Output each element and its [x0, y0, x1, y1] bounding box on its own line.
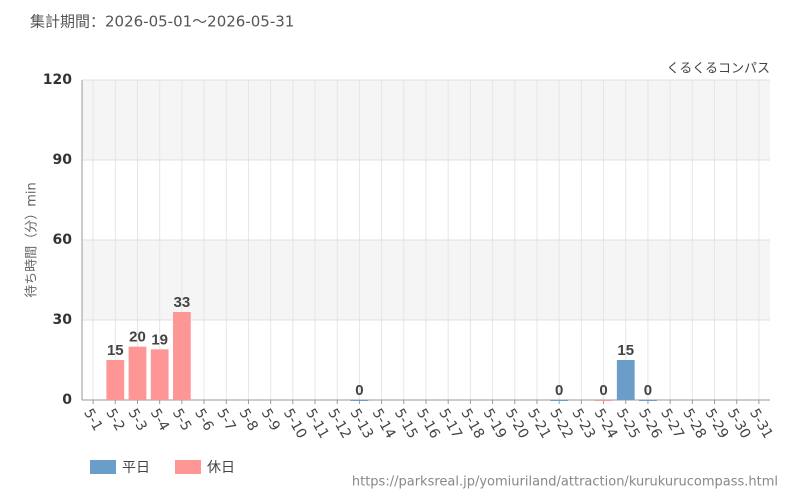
x-tick-label: 5-6	[191, 406, 216, 434]
value-label: 0	[644, 382, 652, 399]
legend-swatch	[90, 460, 116, 474]
y-tick-label: 60	[53, 232, 73, 248]
y-tick-label: 90	[53, 152, 73, 168]
x-tick-label: 5-2	[102, 406, 127, 434]
bar	[616, 360, 635, 400]
x-tick-label: 5-8	[236, 406, 261, 434]
x-tick-label: 5-7	[213, 406, 238, 434]
x-tick-label: 5-31	[746, 406, 776, 442]
x-tick-label: 5-5	[169, 406, 194, 434]
x-tick-label: 5-4	[147, 406, 172, 434]
value-label: 19	[151, 331, 168, 348]
y-tick-label: 120	[43, 72, 72, 88]
bar	[128, 346, 147, 400]
value-label: 15	[107, 342, 124, 359]
bar	[150, 349, 169, 400]
value-label: 0	[599, 382, 607, 399]
value-label: 20	[129, 329, 146, 346]
legend-swatch	[175, 460, 201, 474]
y-tick-label: 30	[53, 312, 73, 328]
legend-label: 平日	[122, 460, 150, 476]
bar	[639, 400, 657, 401]
bar	[106, 360, 125, 400]
value-label: 0	[555, 382, 563, 399]
y-tick-label: 0	[62, 392, 72, 408]
x-tick-label: 5-1	[80, 406, 105, 434]
y-axis-label: 待ち時間（分）min	[25, 182, 40, 298]
legend-label: 休日	[207, 460, 235, 476]
bar	[550, 400, 569, 401]
chart-title: くるくるコンパス	[667, 62, 770, 77]
bar	[172, 312, 191, 400]
x-tick-label: 5-3	[125, 406, 150, 434]
bar	[594, 400, 613, 401]
source-url: https://parksreal.jp/yomiuriland/attract…	[352, 475, 778, 490]
value-label: 15	[617, 342, 634, 359]
value-label: 33	[174, 294, 191, 311]
period: 集計期間：2026-05-01～2026-05-31	[30, 13, 294, 31]
x-tick-label: 5-9	[258, 406, 283, 434]
bar	[350, 400, 369, 401]
value-label: 0	[355, 382, 363, 399]
